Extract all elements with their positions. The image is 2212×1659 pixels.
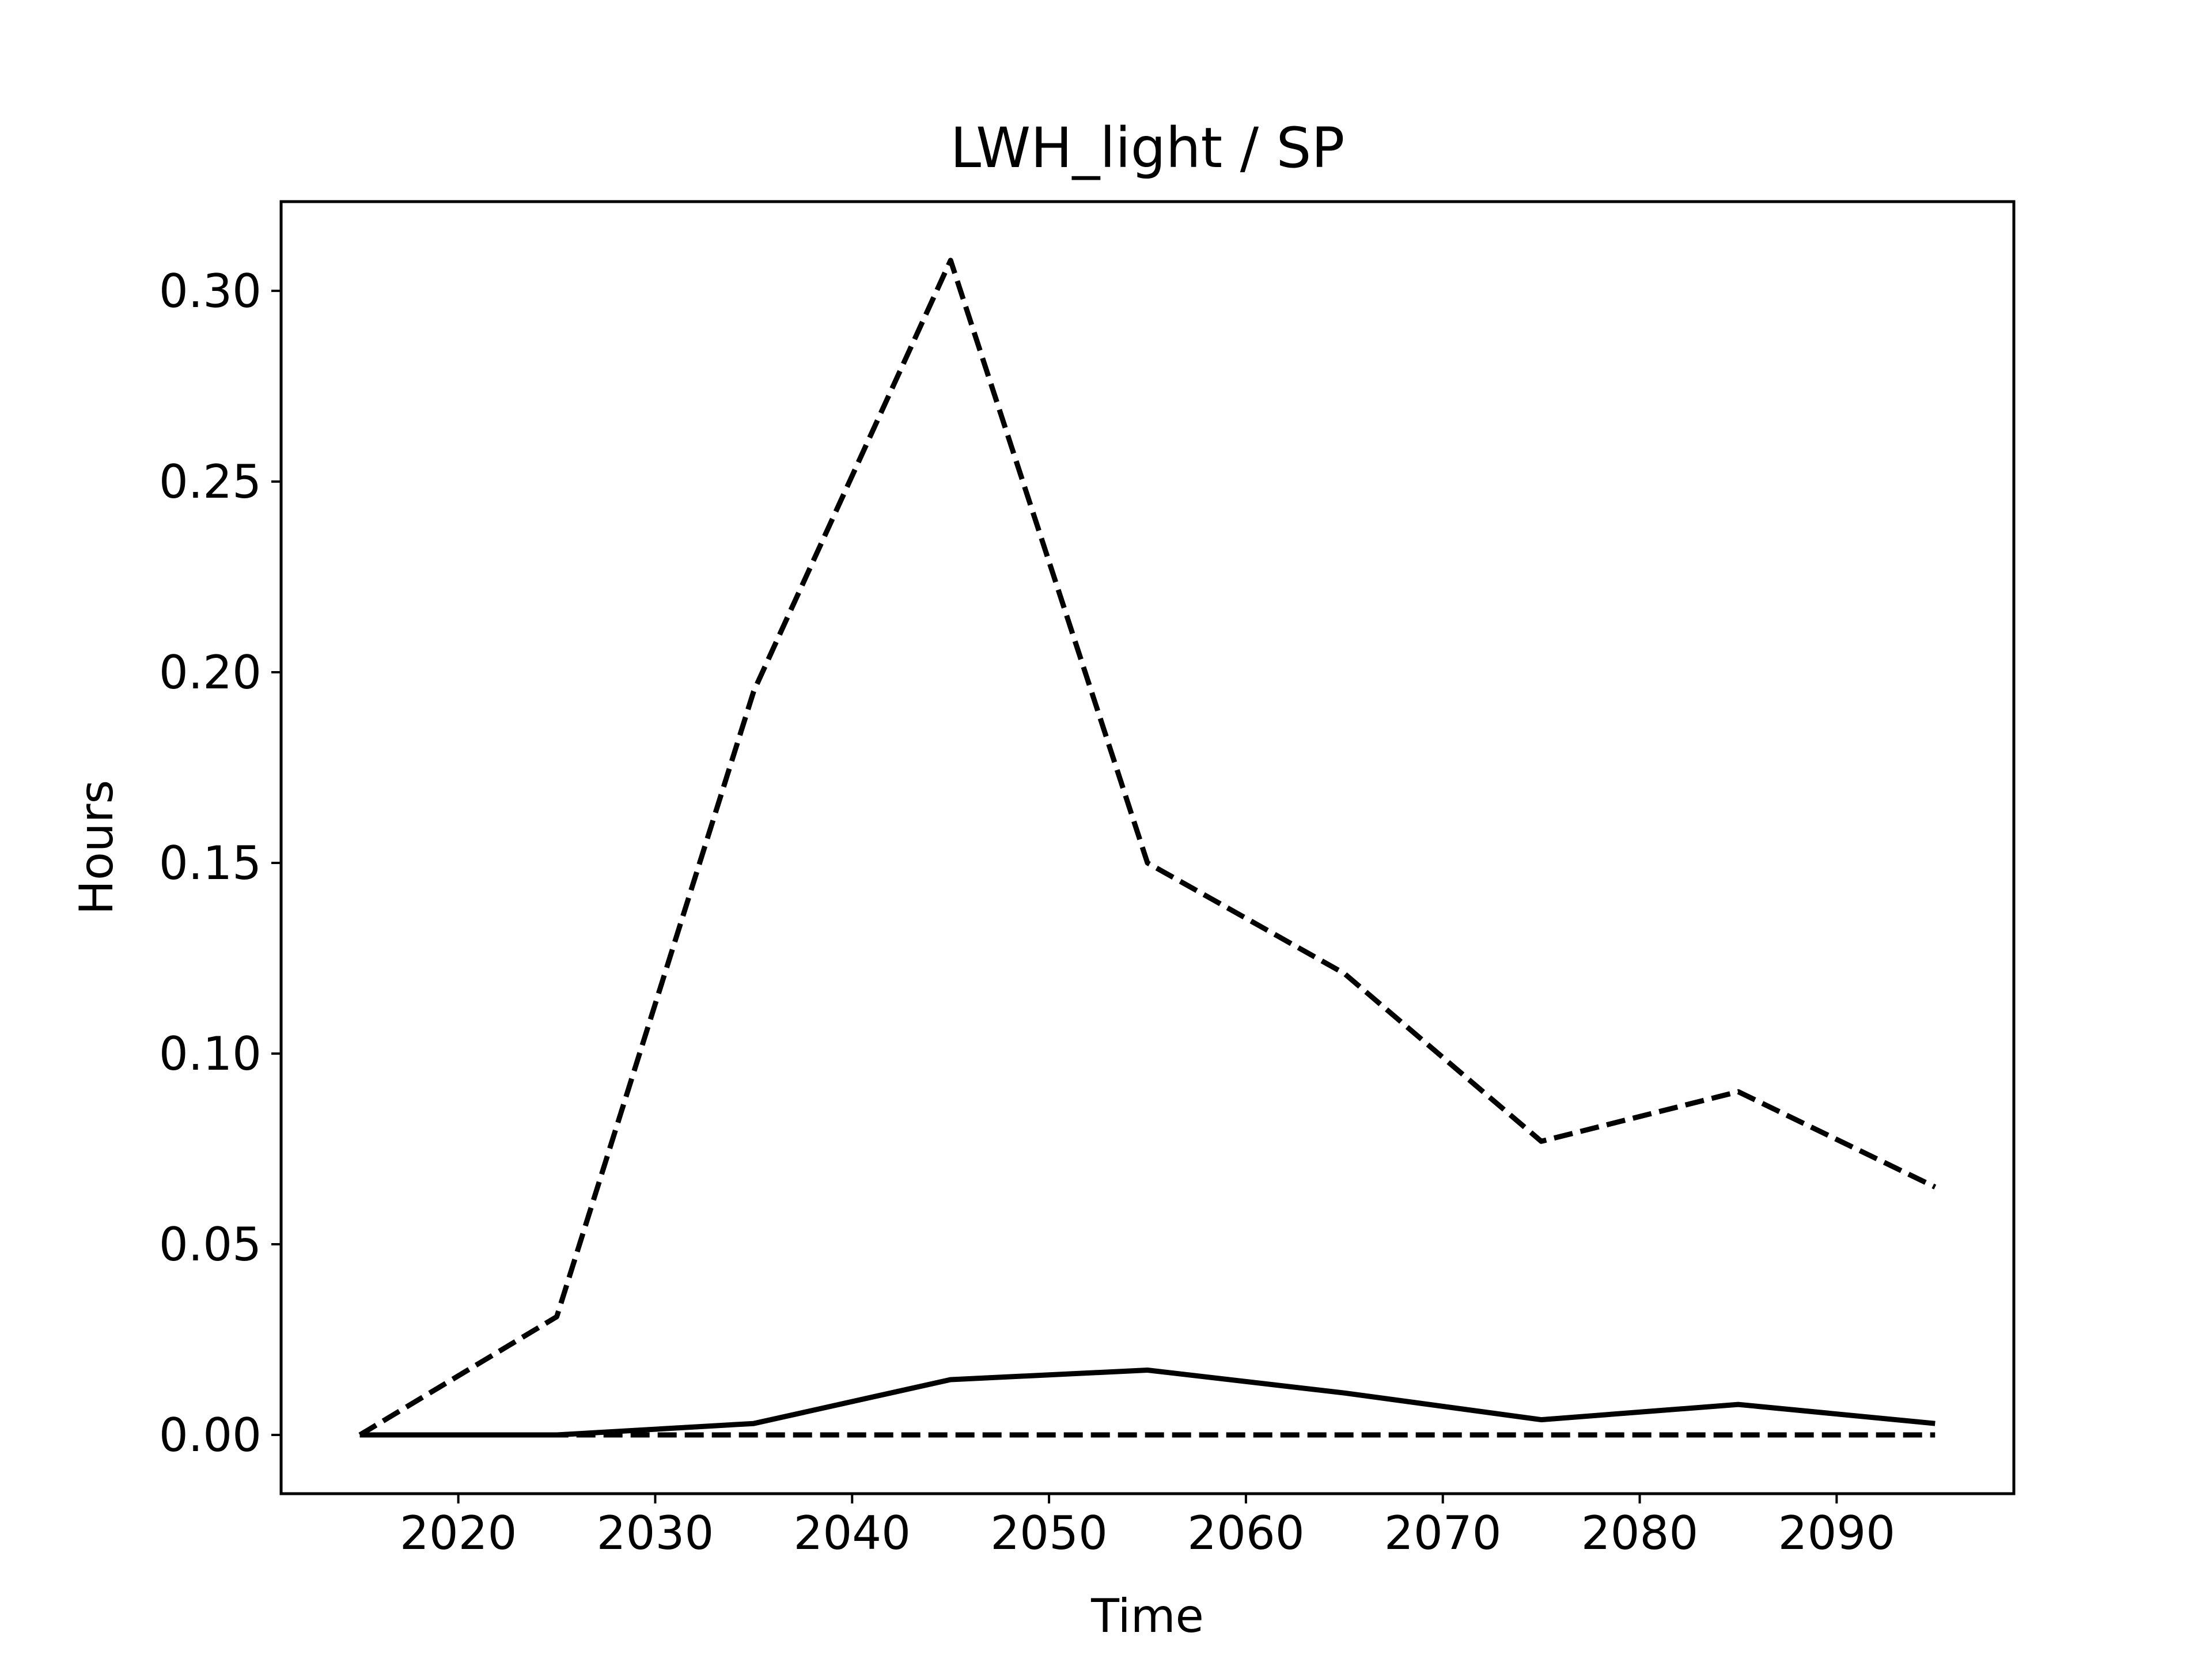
y-axis-label: Hours (70, 780, 123, 915)
x-tick-label: 2020 (400, 1506, 517, 1560)
x-tick-label: 2080 (1581, 1506, 1699, 1560)
series-line-2 (359, 1368, 1936, 1438)
x-axis: 2020 2030 2040 2050 2060 2070 2080 2090 (400, 1494, 1895, 1560)
y-tick-label: 0.30 (159, 264, 262, 318)
series-line-1 (358, 257, 1937, 1437)
x-axis-label: Time (1090, 1589, 1204, 1643)
x-tick-label: 2050 (990, 1506, 1108, 1560)
y-tick-label: 0.10 (159, 1027, 262, 1081)
series-layer (358, 257, 1937, 1438)
y-axis: 0.00 0.05 0.10 0.15 0.20 0.25 0.30 (159, 264, 281, 1462)
x-tick-label: 2060 (1187, 1506, 1305, 1560)
y-tick-label: 0.20 (159, 646, 262, 699)
y-tick-label: 0.05 (159, 1218, 262, 1271)
y-tick-label: 0.25 (159, 455, 262, 509)
chart-title: LWH_light / SP (950, 116, 1345, 180)
plot-frame (279, 200, 2016, 1495)
x-tick-label: 2070 (1384, 1506, 1502, 1560)
x-tick-label: 2090 (1778, 1506, 1896, 1560)
y-tick-label: 0.00 (159, 1408, 262, 1462)
x-tick-label: 2030 (597, 1506, 714, 1560)
y-tick-label: 0.15 (159, 836, 262, 890)
x-tick-label: 2040 (793, 1506, 911, 1560)
